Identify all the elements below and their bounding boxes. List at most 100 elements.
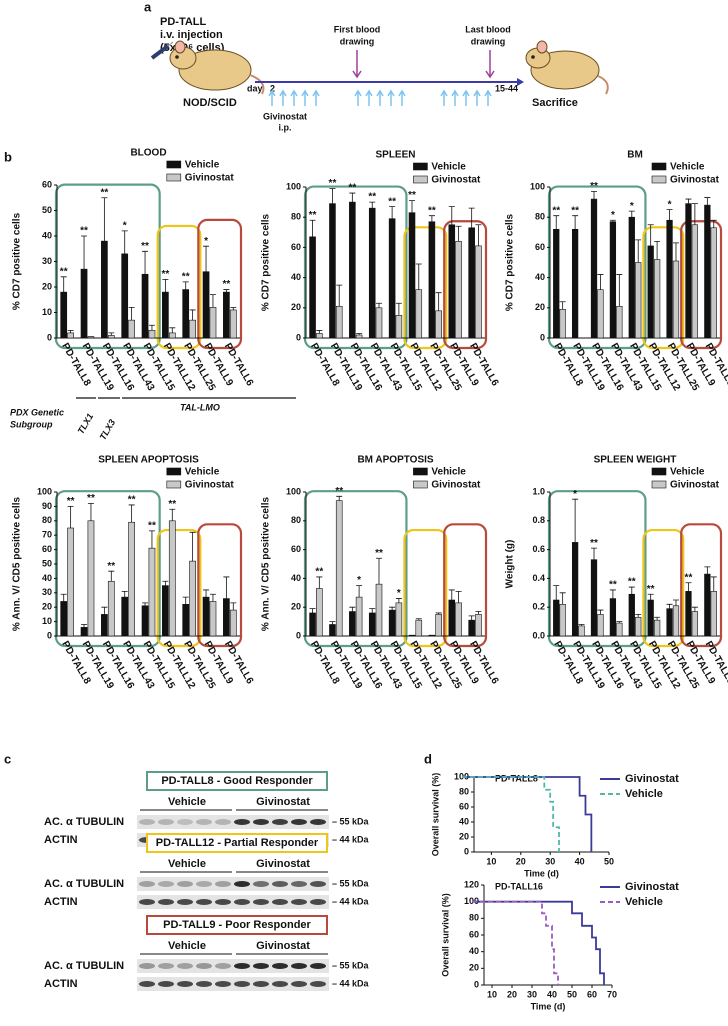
chart-title: SPLEEN [375, 150, 415, 161]
bar [121, 253, 129, 339]
y-tick-label: 0 [540, 332, 545, 342]
blot-title-box [146, 915, 328, 935]
survival-curve [462, 776, 593, 852]
error-bar [455, 590, 462, 603]
y-tick-label: 30 [42, 587, 52, 597]
y-tick-label: 40 [459, 816, 469, 826]
blot-strip [137, 895, 329, 909]
significance: * [397, 588, 401, 599]
error-bar [415, 618, 422, 621]
error-bar [468, 207, 475, 228]
bar [128, 319, 135, 339]
significance: ** [590, 538, 598, 549]
blot-band [234, 963, 250, 969]
y-axis-label: % CD7 positive cells [505, 213, 516, 311]
y-tick-label: 60 [459, 801, 469, 811]
legend-label: Vehicle [625, 896, 663, 908]
error-bar [60, 593, 67, 602]
responder-box [54, 183, 161, 350]
bar [375, 583, 383, 637]
bar [435, 310, 442, 339]
bar [653, 619, 661, 637]
y-tick-label: 0.0 [532, 630, 545, 640]
error-bar [559, 301, 566, 310]
error-bar [654, 616, 661, 621]
mouse-left [150, 40, 265, 95]
legend-swatch [166, 160, 182, 169]
bar [571, 542, 579, 637]
legend-swatch [413, 162, 428, 171]
y-tick-label: 1.0 [532, 486, 545, 496]
y-tick-label: 20 [42, 281, 52, 291]
error-bar [67, 329, 74, 333]
bar [628, 216, 635, 339]
blot-band [139, 981, 155, 987]
bar [60, 601, 68, 637]
row-label: ACTIN [44, 896, 78, 908]
significance: * [357, 575, 361, 586]
bar [647, 599, 654, 637]
error-bar [597, 274, 604, 290]
significance: ** [315, 567, 323, 578]
bar [368, 207, 376, 339]
bar [388, 218, 396, 339]
significance: * [630, 201, 634, 212]
legend-swatch [413, 467, 428, 476]
legend-label: Vehicle [185, 467, 220, 478]
error-bar [628, 210, 635, 218]
row-label: ACTIN [44, 978, 78, 990]
bar [107, 580, 115, 637]
error-bar [108, 332, 115, 336]
bar [309, 236, 316, 339]
responder-box [156, 224, 202, 350]
error-bar [230, 307, 237, 310]
y-tick-label: 40 [42, 230, 52, 240]
error-bar [369, 201, 376, 209]
blot-band [139, 899, 155, 905]
error-bar [578, 624, 585, 626]
blot-band [272, 981, 288, 987]
y-tick-label: 120 [464, 879, 479, 889]
chart-title: BM APOPTOSIS [357, 455, 433, 466]
y-axis-label: % CD7 positive cells [12, 212, 23, 310]
bar [653, 259, 661, 339]
bar [189, 560, 196, 637]
significance: ** [388, 196, 396, 207]
dose-arrow-head [387, 89, 395, 97]
significance: ** [647, 584, 655, 595]
bar [101, 614, 108, 637]
error-bar [375, 302, 382, 308]
responder-box [680, 220, 723, 350]
mouse-right [525, 40, 609, 95]
error-bar [121, 230, 128, 254]
blot-band [253, 981, 269, 987]
significance: ** [100, 187, 108, 198]
significance: ** [590, 181, 598, 192]
error-bar [329, 621, 336, 625]
subgroup-label: TLX3 [98, 418, 118, 442]
error-bar [553, 585, 560, 600]
error-bar [616, 274, 623, 307]
responder-box [197, 523, 243, 648]
x-tick-label: 60 [587, 989, 597, 999]
bar [468, 619, 475, 637]
blot-band [215, 819, 231, 825]
x-tick-label: 30 [527, 989, 537, 999]
panel-letter: a [144, 0, 152, 14]
chart-title: PD-TALL16 [495, 881, 543, 891]
blot-band [253, 881, 269, 887]
bar [162, 291, 169, 339]
error-bar [209, 294, 216, 308]
significance: ** [335, 486, 343, 497]
error-bar [203, 245, 210, 272]
bar [408, 212, 416, 339]
error-bar [101, 197, 108, 242]
blot-band [158, 819, 174, 825]
error-bar [685, 582, 692, 592]
bar [635, 262, 642, 339]
responder-box [642, 226, 685, 350]
bar [375, 307, 383, 339]
blot-band [291, 899, 307, 905]
error-bar [448, 589, 455, 600]
drug-label: Givinostat [263, 111, 307, 121]
